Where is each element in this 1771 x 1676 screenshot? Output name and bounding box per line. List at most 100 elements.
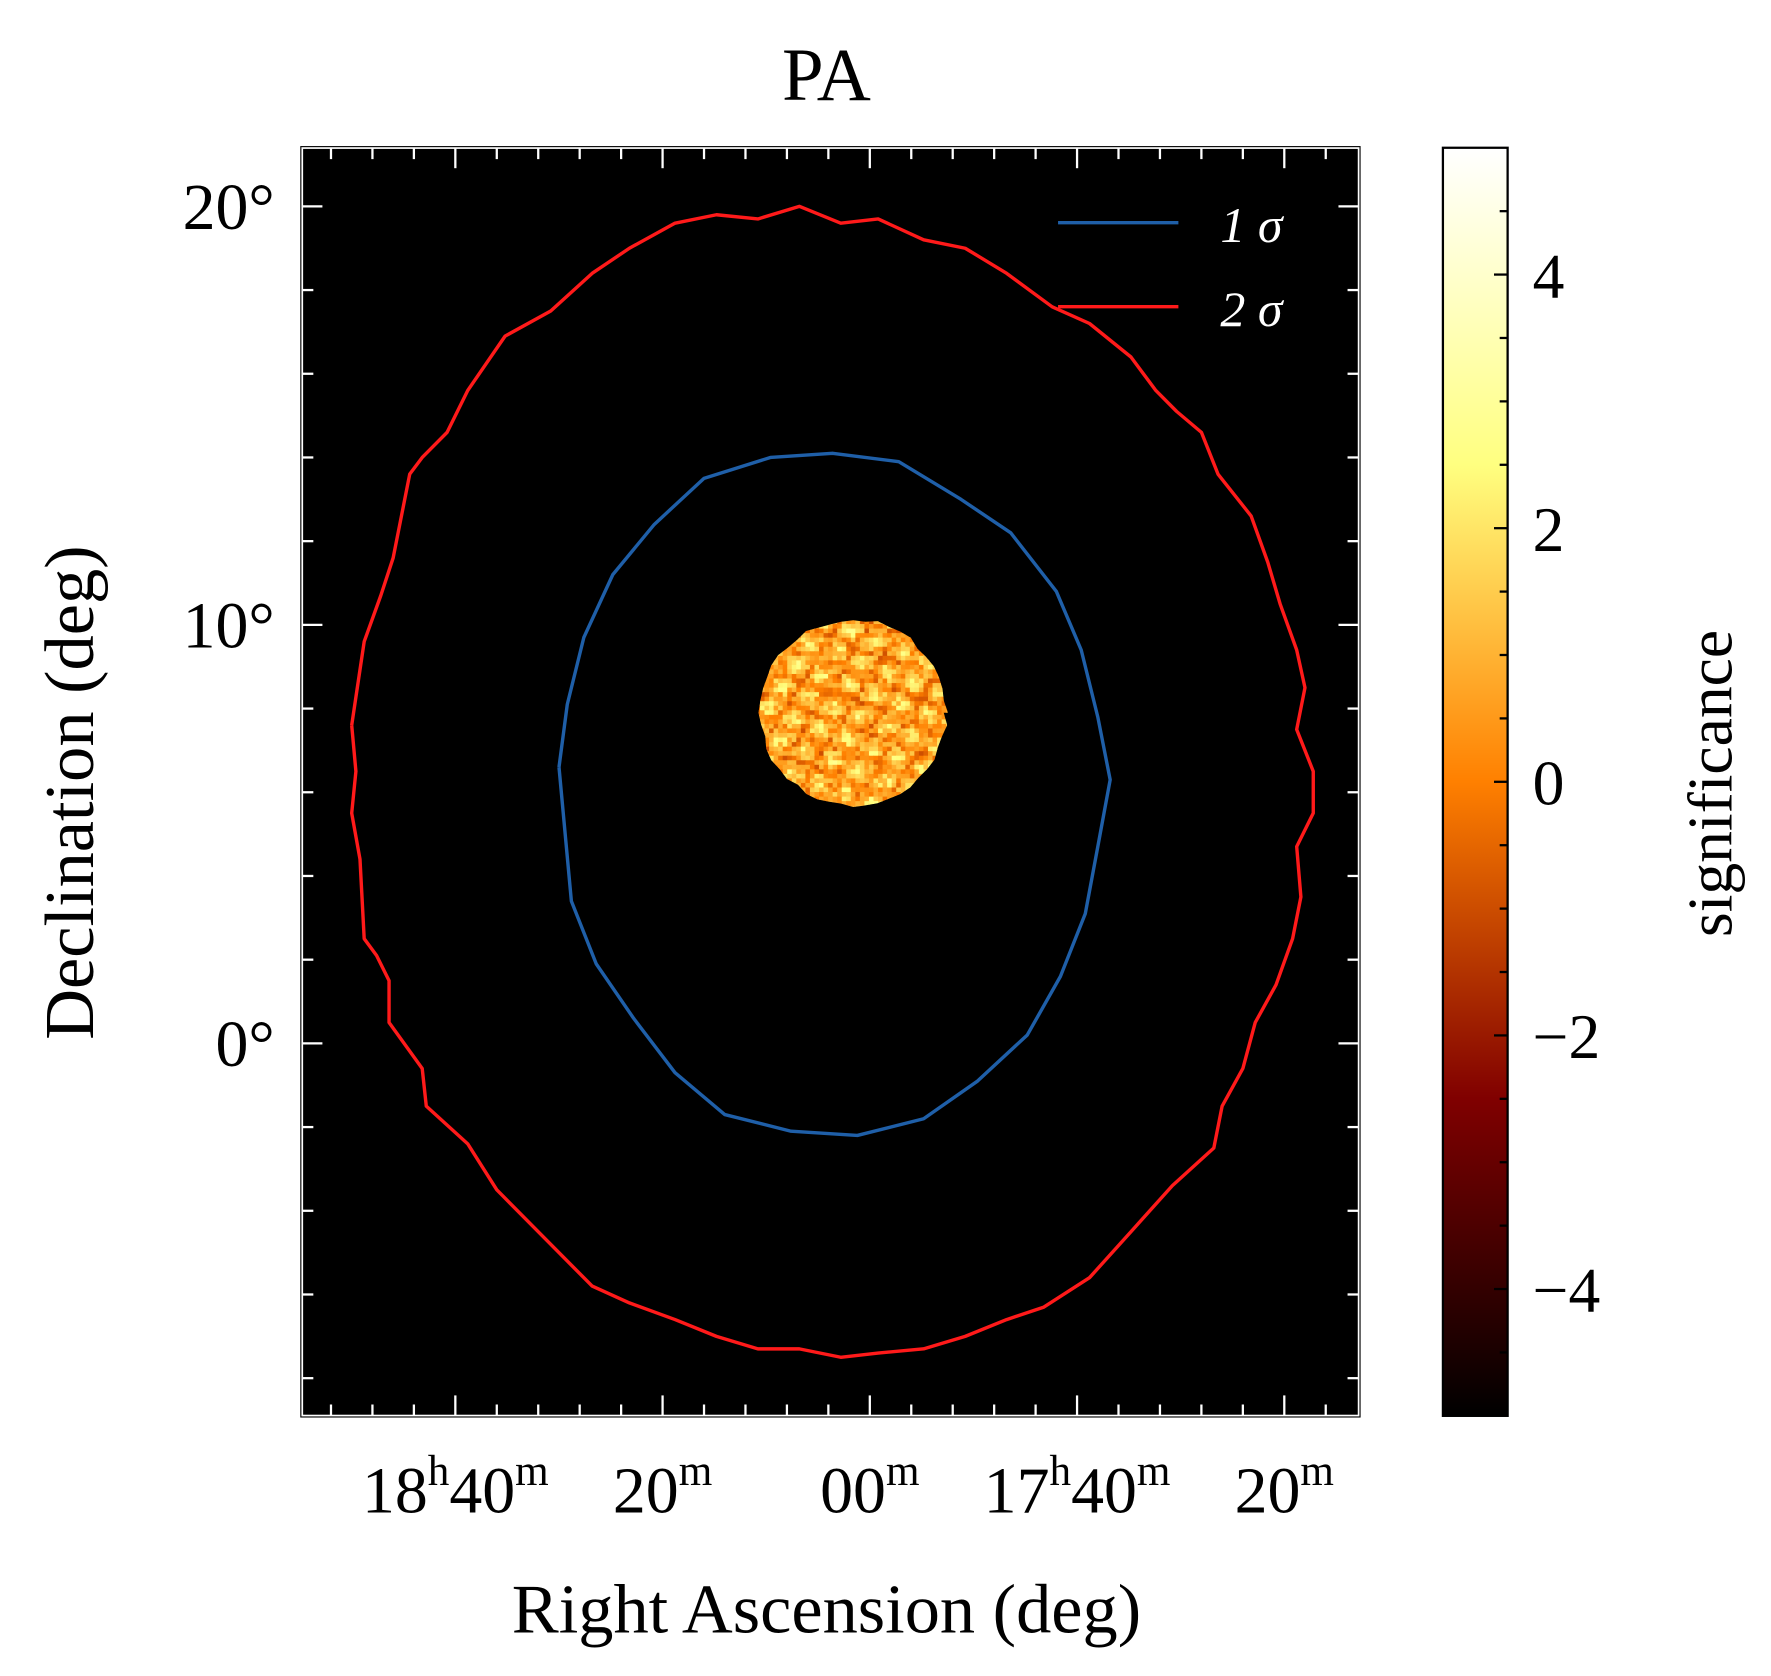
patch-pixel bbox=[823, 719, 829, 725]
patch-pixel bbox=[800, 683, 806, 689]
patch-pixel bbox=[800, 705, 806, 711]
patch-pixel bbox=[850, 787, 856, 793]
patch-pixel bbox=[937, 710, 943, 716]
patch-pixel bbox=[805, 655, 811, 661]
patch-pixel bbox=[923, 719, 929, 725]
patch-pixel bbox=[873, 746, 879, 752]
patch-pixel bbox=[805, 742, 811, 748]
patch-pixel bbox=[800, 673, 806, 680]
patch-pixel bbox=[932, 728, 938, 734]
patch-pixel bbox=[932, 683, 938, 689]
x-tick-label: 20m bbox=[1235, 1448, 1334, 1527]
patch-pixel bbox=[905, 705, 911, 711]
patch-pixel bbox=[900, 760, 906, 766]
patch-pixel bbox=[878, 628, 884, 634]
patch-pixel bbox=[914, 687, 920, 693]
patch-pixel bbox=[896, 782, 902, 789]
patch-pixel bbox=[778, 714, 784, 720]
patch-pixel bbox=[823, 637, 829, 643]
patch-pixel bbox=[859, 751, 865, 757]
patch-pixel bbox=[891, 719, 897, 725]
patch-pixel bbox=[864, 692, 870, 698]
patch-pixel bbox=[837, 628, 843, 634]
patch-pixel bbox=[823, 723, 829, 730]
patch-pixel bbox=[868, 655, 875, 661]
patch-pixel bbox=[787, 646, 793, 652]
patch-pixel bbox=[809, 637, 816, 643]
patch-pixel bbox=[828, 710, 834, 716]
patch-pixel bbox=[769, 678, 775, 684]
patch-pixel bbox=[887, 764, 893, 770]
patch-pixel bbox=[837, 705, 843, 711]
patch-pixel bbox=[846, 742, 852, 748]
patch-pixel bbox=[814, 692, 820, 698]
patch-pixel bbox=[800, 696, 806, 702]
patch-pixel bbox=[796, 687, 802, 693]
patch-pixel bbox=[773, 760, 779, 766]
patch-pixel bbox=[791, 701, 797, 707]
patch-pixel bbox=[805, 660, 811, 666]
patch-pixel bbox=[864, 782, 870, 789]
patch-pixel bbox=[878, 701, 884, 707]
patch-pixel bbox=[937, 701, 943, 707]
patch-pixel bbox=[864, 642, 870, 648]
patch-pixel bbox=[778, 737, 784, 743]
patch-pixel bbox=[896, 705, 902, 711]
patch-pixel bbox=[832, 796, 838, 802]
patch-pixel bbox=[941, 714, 947, 720]
patch-pixel bbox=[923, 733, 929, 739]
patch-pixel bbox=[841, 683, 847, 689]
patch-pixel bbox=[832, 714, 838, 720]
patch-pixel bbox=[887, 733, 893, 739]
patch-pixel bbox=[850, 764, 856, 770]
patch-pixel bbox=[868, 683, 875, 689]
patch-pixel bbox=[791, 646, 797, 652]
patch-pixel bbox=[846, 673, 852, 680]
patch-pixel bbox=[832, 723, 838, 730]
patch-pixel bbox=[914, 755, 920, 761]
patch-pixel bbox=[900, 646, 906, 652]
patch-pixel bbox=[855, 782, 861, 789]
patch-pixel bbox=[850, 760, 856, 766]
patch-pixel bbox=[837, 755, 843, 761]
patch-pixel bbox=[823, 742, 829, 748]
patch-pixel bbox=[800, 655, 806, 661]
patch-pixel bbox=[823, 692, 829, 698]
patch-pixel bbox=[805, 719, 811, 725]
patch-pixel bbox=[823, 714, 829, 720]
patch-pixel bbox=[841, 642, 847, 648]
patch-pixel bbox=[909, 769, 915, 775]
patch-pixel bbox=[927, 760, 934, 766]
patch-pixel bbox=[809, 755, 816, 761]
patch-pixel bbox=[868, 678, 875, 684]
patch-pixel bbox=[859, 773, 865, 779]
patch-pixel bbox=[814, 764, 820, 770]
patch-pixel bbox=[887, 719, 893, 725]
patch-pixel bbox=[882, 624, 888, 630]
patch-pixel bbox=[887, 642, 893, 648]
patch-pixel bbox=[819, 705, 825, 711]
patch-pixel bbox=[828, 782, 834, 789]
patch-pixel bbox=[914, 664, 920, 671]
patch-pixel bbox=[868, 755, 875, 761]
patch-pixel bbox=[814, 673, 820, 680]
patch-pixel bbox=[927, 705, 934, 711]
patch-pixel bbox=[937, 728, 943, 734]
colorbar-label: significance bbox=[1674, 630, 1745, 937]
patch-pixel bbox=[819, 710, 825, 716]
patch-pixel bbox=[941, 719, 947, 725]
plot-frame bbox=[300, 146, 1361, 1417]
patch-pixel bbox=[846, 769, 852, 775]
patch-pixel bbox=[796, 660, 802, 666]
patch-pixel bbox=[932, 719, 938, 725]
patch-pixel bbox=[819, 764, 825, 770]
patch-pixel bbox=[937, 714, 943, 720]
patch-pixel bbox=[819, 733, 825, 739]
patch-pixel bbox=[859, 655, 865, 661]
patch-pixel bbox=[873, 669, 879, 675]
patch-pixel bbox=[887, 683, 893, 689]
patch-pixel bbox=[841, 673, 847, 680]
patch-pixel bbox=[773, 733, 779, 739]
patch-pixel bbox=[819, 760, 825, 766]
patch-pixel bbox=[878, 714, 884, 720]
